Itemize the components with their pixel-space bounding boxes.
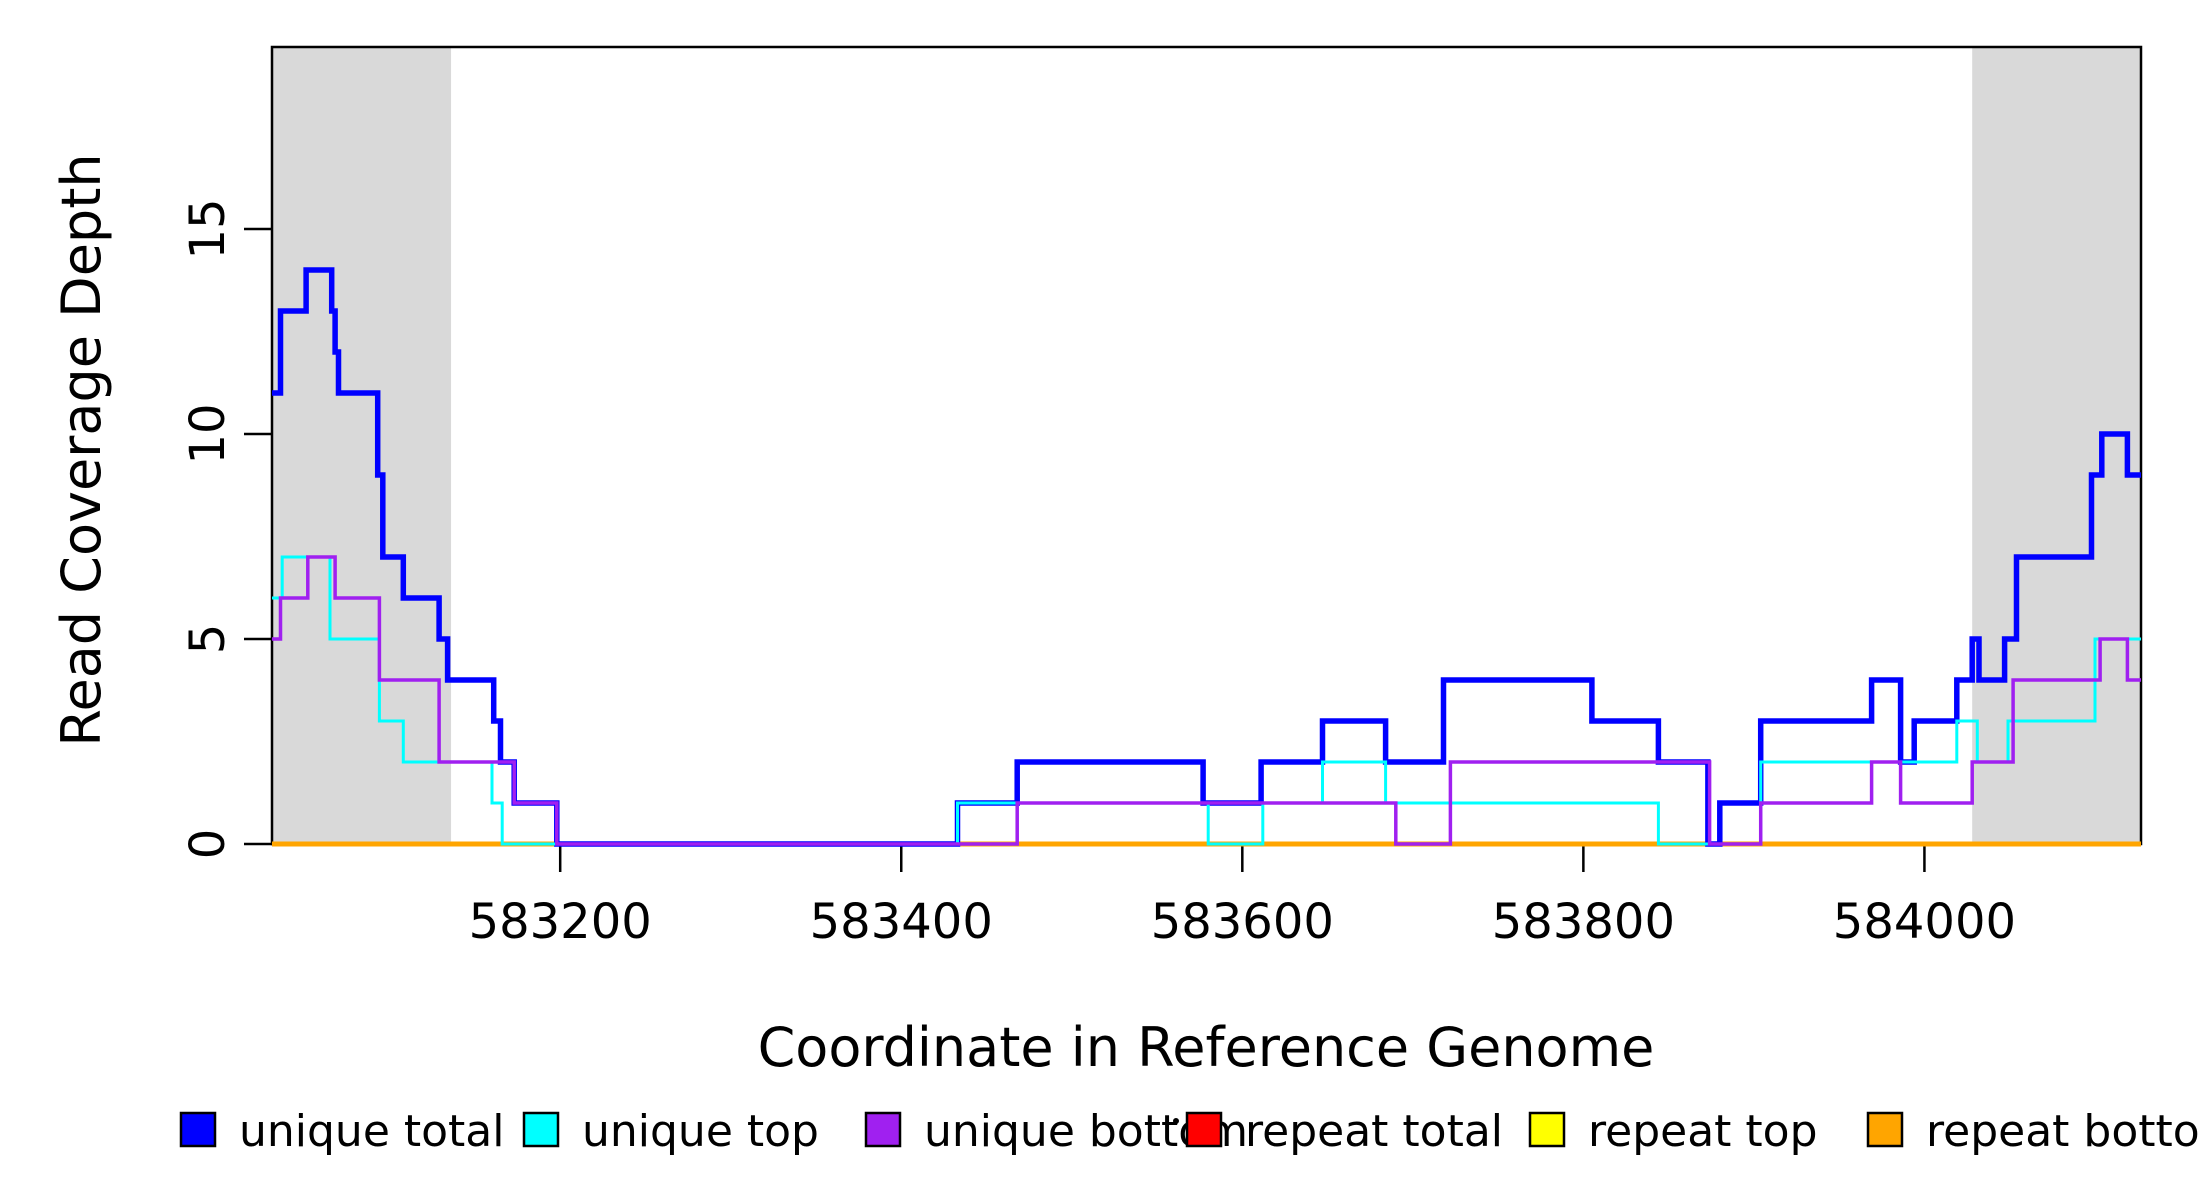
series-lines xyxy=(272,267,2141,847)
x-axis-ticks: 583200 583400 583600 583800 584000 xyxy=(469,844,2016,950)
legend-label: repeat bottom xyxy=(1926,1106,2200,1157)
highlight-bands xyxy=(272,47,2141,844)
unique-top-line xyxy=(272,555,2141,846)
x-tick-label: 584000 xyxy=(1833,894,2016,950)
y-axis-title: Read Coverage Depth xyxy=(50,153,113,746)
unique-total-line xyxy=(272,267,2141,847)
legend: unique total unique top unique bottomrepea… xyxy=(179,1106,2200,1157)
legend-item: unique total xyxy=(179,1106,504,1157)
x-tick-label: 583800 xyxy=(1492,894,1675,950)
legend-item: repeat bottom xyxy=(1866,1106,2200,1157)
legend-swatch-unique-bottom xyxy=(864,1111,902,1148)
legend-label: unique top xyxy=(582,1106,819,1157)
y-tick-label: 10 xyxy=(180,403,236,464)
y-tick-label: 0 xyxy=(180,829,236,860)
frame-box xyxy=(270,45,2143,846)
legend-swatch-repeat-top xyxy=(1528,1111,1566,1148)
legend-swatch-unique-total xyxy=(179,1111,217,1148)
legend-swatch-unique-top xyxy=(522,1111,560,1148)
shaded-region xyxy=(272,47,452,844)
unique-bottom-line xyxy=(272,555,2141,846)
legend-item: repeat top xyxy=(1528,1106,1818,1157)
legend-item: repeat total xyxy=(1185,1106,1503,1157)
y-axis-ticks: 0 5 10 15 xyxy=(180,198,272,859)
x-tick-label: 583600 xyxy=(1151,894,1334,950)
legend-item: unique top xyxy=(522,1106,819,1157)
stray-dot xyxy=(1173,1118,1179,1124)
legend-swatch-repeat-bottom xyxy=(1866,1111,1904,1148)
x-tick-label: 583400 xyxy=(810,894,993,950)
y-tick-label: 5 xyxy=(180,624,236,655)
legend-swatch-repeat-total xyxy=(1185,1111,1223,1148)
legend-label: repeat top xyxy=(1588,1106,1818,1157)
legend-label: repeat total xyxy=(1245,1106,1503,1157)
x-axis-title: Coordinate in Reference Genome xyxy=(758,1016,1655,1079)
y-tick-label: 15 xyxy=(180,198,236,259)
legend-label: unique total xyxy=(239,1106,504,1157)
x-tick-label: 583200 xyxy=(469,894,652,950)
shaded-region xyxy=(1972,47,2141,844)
plot-frame xyxy=(270,45,2143,846)
